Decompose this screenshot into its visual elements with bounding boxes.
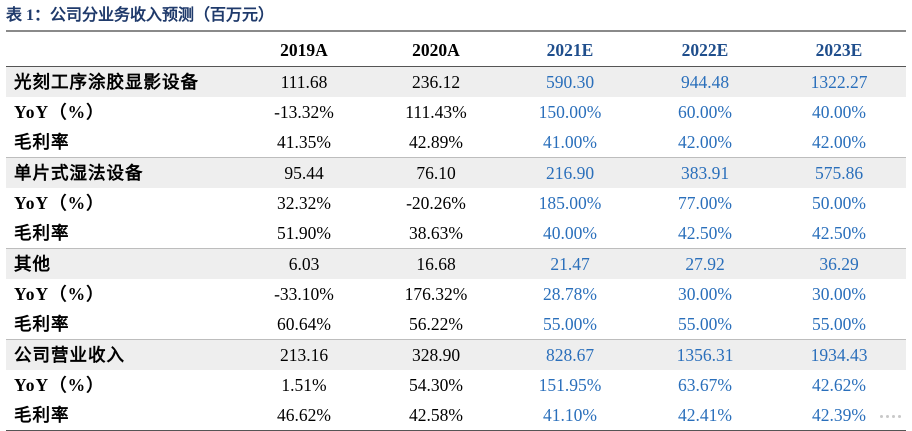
cell-value: -20.26% [406, 193, 466, 213]
cell-value: 236.12 [370, 66, 502, 97]
cell-value-forecast: 1322.27 [772, 66, 906, 97]
cell-value-forecast: 77.00% [678, 193, 732, 213]
row-label: YoY（%） [14, 375, 105, 395]
cell-value-forecast: 40.00% [543, 223, 597, 243]
cell-value-forecast: 944.48 [638, 66, 772, 97]
cell-value-forecast: 30.00% [812, 284, 866, 304]
cell-value: 111.68 [238, 66, 370, 97]
cell-value: 51.90% [277, 223, 331, 243]
table-row: 毛利率 60.64% 56.22% 55.00% 55.00% 55.00% [6, 309, 906, 340]
row-label: 毛利率 [14, 314, 70, 334]
table-row-section: 光刻工序涂胶显影设备 111.68 236.12 590.30 944.48 1322.2… [6, 66, 906, 97]
table-body: 光刻工序涂胶显影设备 111.68 236.12 590.30 944.48 1322.2… [6, 66, 906, 431]
watermark-dots [880, 412, 902, 420]
cell-value-forecast: 1934.43 [772, 339, 906, 370]
cell-value: 38.63% [409, 223, 463, 243]
table-row: YoY（%） -13.32% 111.43% 150.00% 60.00% 40.00% [6, 97, 906, 127]
cell-value-forecast: 828.67 [502, 339, 638, 370]
header-year-forecast: 2022E [681, 40, 729, 60]
cell-value: 95.44 [238, 157, 370, 188]
cell-value-forecast: 36.29 [772, 248, 906, 279]
cell-value: 176.32% [404, 284, 468, 304]
row-label: 毛利率 [14, 132, 70, 152]
table-row-section: 其他 6.03 16.68 21.47 27.92 36.29 [6, 248, 906, 279]
cell-value: 76.10 [370, 157, 502, 188]
row-label: YoY（%） [14, 102, 105, 122]
cell-value-forecast: 185.00% [538, 193, 602, 213]
table-row-section: 单片式湿法设备 95.44 76.10 216.90 383.91 575.86 [6, 157, 906, 188]
cell-value-forecast: 21.47 [502, 248, 638, 279]
table-caption: 表 1：公司分业务收入预测（百万元） [6, 7, 275, 24]
cell-value-forecast: 42.00% [812, 132, 866, 152]
row-label: YoY（%） [14, 284, 105, 304]
row-label: 毛利率 [14, 223, 70, 243]
cell-value-forecast: 50.00% [812, 193, 866, 213]
row-label: YoY（%） [14, 193, 105, 213]
cell-value-forecast: 28.78% [543, 284, 597, 304]
cell-value: 6.03 [238, 248, 370, 279]
header-year-forecast: 2021E [546, 40, 594, 60]
cell-value-forecast: 1356.31 [638, 339, 772, 370]
cell-value-forecast: 55.00% [678, 314, 732, 334]
cell-value-forecast: 27.92 [638, 248, 772, 279]
header-year-forecast: 2023E [815, 40, 863, 60]
cell-value: 60.64% [277, 314, 331, 334]
row-label: 公司营业收入 [6, 339, 238, 370]
cell-value-forecast: 60.00% [678, 102, 732, 122]
table-header: 2019A 2020A 2021E 2022E 2023E [6, 34, 906, 67]
revenue-forecast-table: 2019A 2020A 2021E 2022E 2023E 光刻工序涂胶显影设备… [6, 34, 906, 431]
cell-value-forecast: 42.62% [812, 375, 866, 395]
header-year: 2020A [412, 40, 460, 60]
table-row: 毛利率 41.35% 42.89% 41.00% 42.00% 42.00% [6, 127, 906, 158]
cell-value: 54.30% [409, 375, 463, 395]
cell-value-forecast: 55.00% [543, 314, 597, 334]
cell-value-forecast: 63.67% [678, 375, 732, 395]
cell-value: -13.32% [274, 102, 334, 122]
cell-value: 56.22% [409, 314, 463, 334]
cell-value-forecast: 42.50% [678, 223, 732, 243]
row-label: 单片式湿法设备 [6, 157, 238, 188]
cell-value-forecast: 575.86 [772, 157, 906, 188]
header-year: 2019A [280, 40, 328, 60]
cell-value: 32.32% [277, 193, 331, 213]
cell-value-forecast: 216.90 [502, 157, 638, 188]
header-label-cell [6, 34, 238, 67]
cell-value: -33.10% [274, 284, 334, 304]
cell-value-forecast: 42.00% [678, 132, 732, 152]
table-row: 毛利率 51.90% 38.63% 40.00% 42.50% 42.50% [6, 218, 906, 249]
table-row-section: 公司营业收入 213.16 328.90 828.67 1356.31 1934.43 [6, 339, 906, 370]
cell-value: 16.68 [370, 248, 502, 279]
cell-value-forecast: 151.95% [538, 375, 602, 395]
row-label: 其他 [6, 248, 238, 279]
cell-value-forecast: 30.00% [678, 284, 732, 304]
cell-value-forecast: 55.00% [812, 314, 866, 334]
caption-divider [6, 30, 906, 32]
table-row: YoY（%） 1.51% 54.30% 151.95% 63.67% 42.62% [6, 370, 906, 400]
cell-value: 111.43% [405, 102, 467, 122]
table-row: YoY（%） -33.10% 176.32% 28.78% 30.00% 30.00% [6, 279, 906, 309]
row-label: 光刻工序涂胶显影设备 [6, 66, 238, 97]
cell-value: 213.16 [238, 339, 370, 370]
table-row: YoY（%） 32.32% -20.26% 185.00% 77.00% 50.00% [6, 188, 906, 218]
cell-value: 1.51% [281, 375, 327, 395]
cell-value-forecast: 590.30 [502, 66, 638, 97]
cell-value: 328.90 [370, 339, 502, 370]
cell-value-forecast: 383.91 [638, 157, 772, 188]
cell-value: 42.89% [409, 132, 463, 152]
header-row: 2019A 2020A 2021E 2022E 2023E [6, 34, 906, 67]
cell-value-forecast: 40.00% [812, 102, 866, 122]
cell-value: 41.35% [277, 132, 331, 152]
cell-value-forecast: 150.00% [538, 102, 602, 122]
cell-value-forecast: 42.50% [812, 223, 866, 243]
cell-value-forecast: 41.00% [543, 132, 597, 152]
